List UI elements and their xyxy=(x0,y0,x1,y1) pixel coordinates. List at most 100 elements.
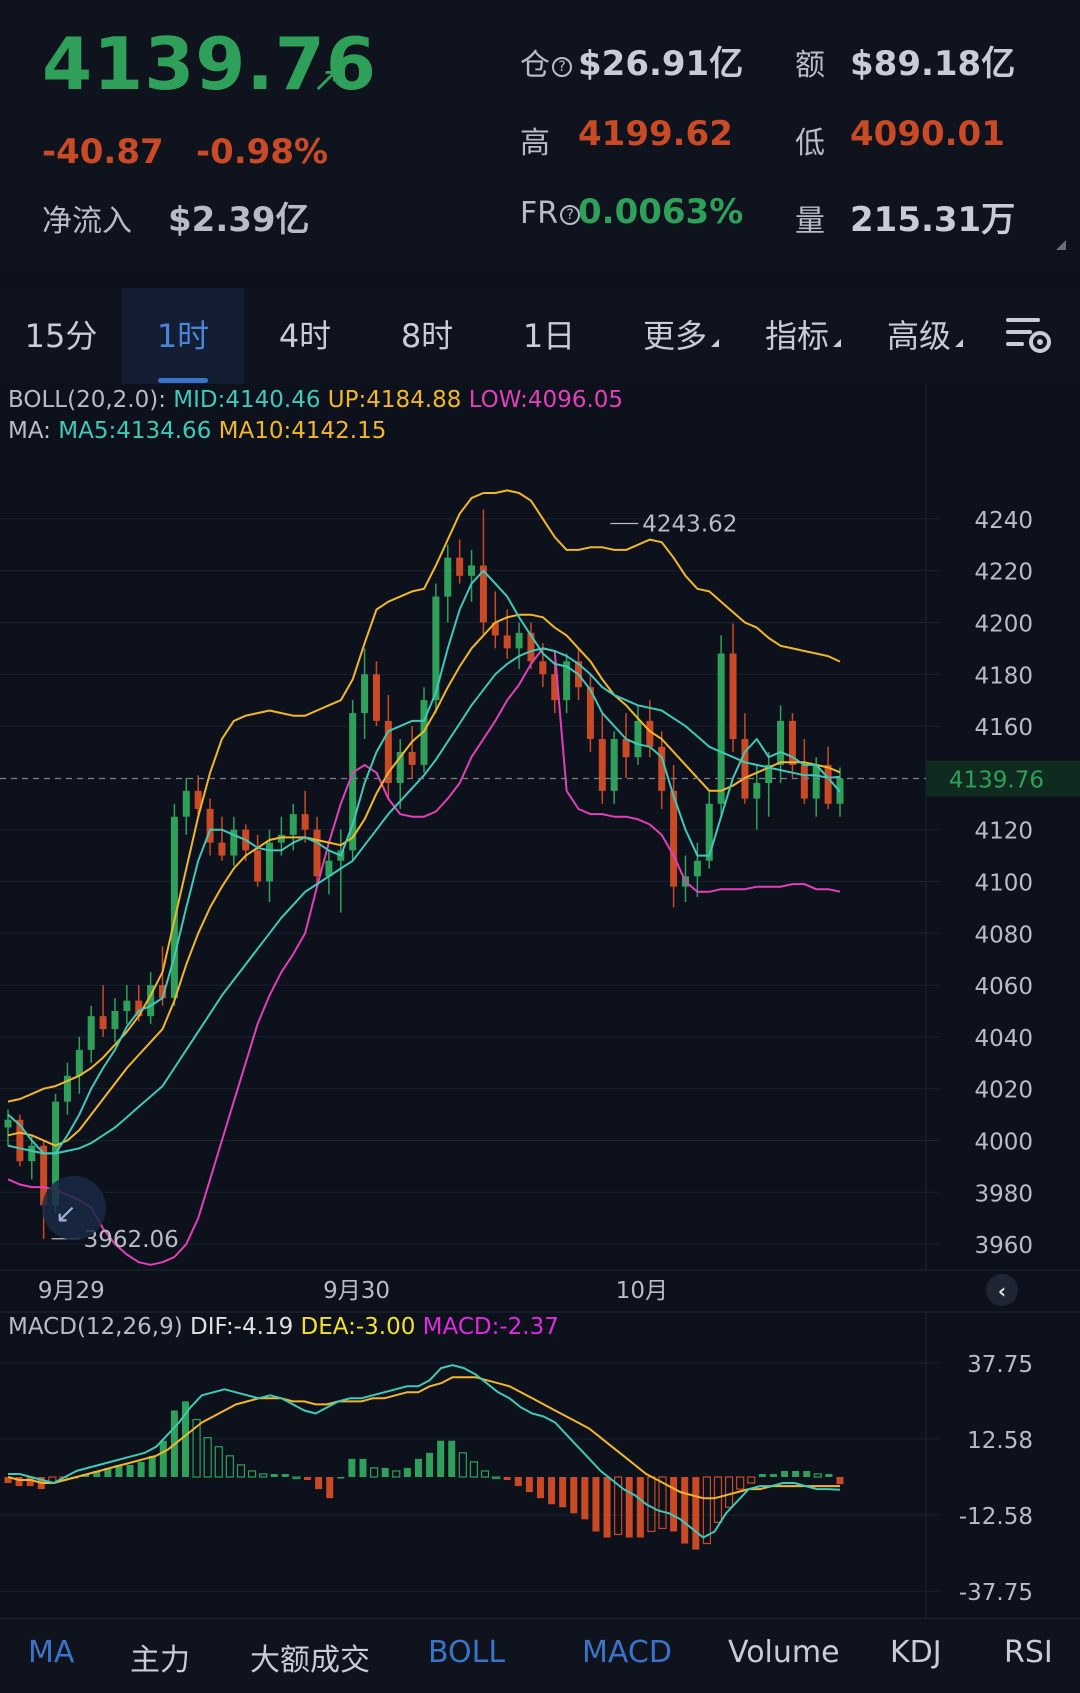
high-label: 高 xyxy=(520,126,550,161)
candle-body xyxy=(551,674,559,701)
candle-body xyxy=(681,876,689,887)
tab-advanced[interactable]: 高级 xyxy=(864,288,986,384)
tab-indicators[interactable]: 指标 xyxy=(742,288,864,384)
current-price-tag xyxy=(926,760,1080,797)
indicator-boll[interactable]: BOLL xyxy=(428,1635,506,1670)
indicator-volume[interactable]: Volume xyxy=(728,1635,840,1670)
boll-mid-line xyxy=(7,647,841,1155)
macd-histogram-bar xyxy=(702,1476,711,1545)
macd-histogram-bar xyxy=(214,1446,223,1478)
candle-body xyxy=(468,565,476,576)
candle-body xyxy=(408,751,416,765)
y-tick-label: 4060 xyxy=(974,974,1033,1000)
collapse-button xyxy=(42,1176,106,1240)
tab-4h[interactable]: 4时 xyxy=(244,288,366,384)
ma10-line xyxy=(7,613,841,1147)
candle-body xyxy=(824,764,832,804)
candle-body xyxy=(52,1101,60,1206)
macd-histogram-bar xyxy=(514,1477,522,1487)
indicator-large-trades[interactable]: 大额成交 xyxy=(250,1643,370,1678)
boll-low-value: LOW:4096.05 xyxy=(468,387,624,413)
macd-histogram-bar xyxy=(381,1467,389,1477)
tab-more[interactable]: 更多 xyxy=(620,288,742,384)
macd-histogram-bar xyxy=(592,1477,600,1532)
candle-body xyxy=(479,565,487,623)
indicator-ma[interactable]: MA xyxy=(28,1635,75,1670)
tab-1h[interactable]: 1时 xyxy=(122,288,244,384)
ma5-line xyxy=(7,569,841,1155)
candle-body xyxy=(444,557,452,597)
funding-rate-value: 0.0063% xyxy=(578,192,744,232)
ticker-header: 4139.76 ↗ -40.87 -0.98% 净流入 $2.39亿 仓? $2… xyxy=(0,0,1080,272)
candle-body xyxy=(87,1016,95,1050)
candle-body xyxy=(242,829,250,851)
candle-body xyxy=(598,739,606,791)
funding-rate-label[interactable]: FR? xyxy=(520,196,582,231)
macd-histogram-bar xyxy=(614,1476,623,1536)
macd-histogram-bar xyxy=(813,1473,822,1478)
indicator-bar: MA 主力 大额成交 BOLL MACD Volume KDJ RSI xyxy=(0,1618,1080,1693)
oi-label-text: 仓 xyxy=(520,48,550,83)
macd-histogram-bar xyxy=(192,1418,201,1478)
tab-8h[interactable]: 8时 xyxy=(366,288,488,384)
macd-histogram-bar xyxy=(26,1477,34,1487)
indicator-macd[interactable]: MACD xyxy=(582,1635,672,1670)
candle-body xyxy=(337,850,345,861)
y-tick-label: 4000 xyxy=(974,1129,1033,1155)
tab-label: 4时 xyxy=(278,317,332,355)
y-tick-label: 4160 xyxy=(974,715,1033,741)
high-value: 4199.62 xyxy=(578,114,733,154)
candle-body xyxy=(194,790,202,809)
macd-histogram-bar xyxy=(769,1473,777,1477)
scroll-latest-icon: ‹ xyxy=(998,1279,1006,1303)
candle-body xyxy=(491,622,499,636)
tab-15m[interactable]: 15分 xyxy=(0,288,122,384)
expand-corner-icon[interactable] xyxy=(1056,240,1066,250)
macd-histogram-bar xyxy=(437,1440,445,1477)
y-tick-label: 4040 xyxy=(974,1026,1033,1052)
macd-histogram-bar xyxy=(259,1473,268,1478)
boll-mid-value: MID:4140.46 xyxy=(173,387,321,413)
caret-icon xyxy=(955,339,963,347)
netflow-label: 净流入 xyxy=(42,204,132,239)
candle-body xyxy=(99,1016,107,1030)
tab-1d[interactable]: 1日 xyxy=(488,288,610,384)
macd-histogram-bar xyxy=(348,1458,356,1477)
macd-histogram-bar xyxy=(548,1477,556,1505)
tab-label: 指标 xyxy=(764,317,829,355)
candle-body xyxy=(753,783,761,799)
help-icon[interactable]: ? xyxy=(560,205,581,225)
macd-histogram-bar xyxy=(480,1470,490,1478)
timeframe-tabs: 15分 1时 4时 8时 1日 更多 指标 高级 xyxy=(0,288,1080,384)
volume-value: 215.31万 xyxy=(850,200,1016,240)
macd-histogram-bar xyxy=(137,1461,145,1477)
y-tick-label: -12.58 xyxy=(959,1504,1033,1530)
indicator-kdj[interactable]: KDJ xyxy=(890,1635,942,1670)
macd-histogram-bar xyxy=(792,1470,800,1477)
y-tick-label: 3980 xyxy=(974,1181,1033,1207)
help-icon[interactable]: ? xyxy=(552,57,572,77)
macd-histogram-bar xyxy=(414,1458,422,1477)
candle-body xyxy=(456,557,464,576)
oi-label[interactable]: 仓? xyxy=(520,40,574,84)
macd-histogram-bar xyxy=(181,1401,189,1477)
macd-histogram-bar xyxy=(359,1458,367,1477)
macd-histogram-bar xyxy=(658,1476,667,1530)
boll-up-value: UP:4184.88 xyxy=(327,387,462,413)
macd-histogram-bar xyxy=(492,1476,501,1480)
x-tick-label: 10月 xyxy=(616,1278,668,1304)
macd-histogram-bar xyxy=(836,1477,844,1485)
y-tick-label: 4240 xyxy=(974,508,1033,534)
indicator-rsi[interactable]: RSI xyxy=(1004,1635,1053,1670)
min-price-label: 3962.06 xyxy=(84,1227,179,1253)
macd-histogram-bar xyxy=(104,1467,112,1477)
candle-body xyxy=(432,596,440,701)
boll-low-line xyxy=(7,647,841,1266)
macd-histogram-bar xyxy=(337,1477,345,1479)
y-tick-label: 37.75 xyxy=(967,1352,1033,1378)
y-tick-label: 4180 xyxy=(974,663,1033,689)
indicator-main-force[interactable]: 主力 xyxy=(130,1643,190,1678)
candle-body xyxy=(563,661,571,701)
macd-histogram-bar xyxy=(247,1470,257,1478)
chart-settings-icon[interactable] xyxy=(1006,316,1054,356)
